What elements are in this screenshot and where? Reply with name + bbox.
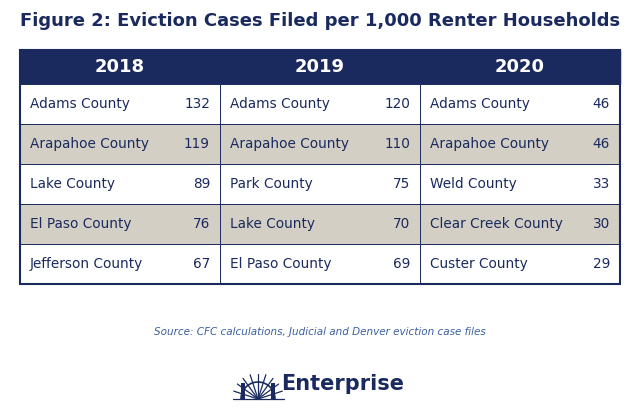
Text: El Paso County: El Paso County — [30, 217, 131, 231]
Text: 67: 67 — [193, 257, 210, 271]
Text: 2020: 2020 — [495, 58, 545, 76]
Bar — [20, 204, 220, 244]
Text: 46: 46 — [593, 97, 610, 111]
Text: Arapahoe County: Arapahoe County — [230, 137, 349, 151]
Bar — [420, 124, 620, 164]
Text: 119: 119 — [184, 137, 210, 151]
Text: Park County: Park County — [230, 177, 313, 191]
Text: 2018: 2018 — [95, 58, 145, 76]
Bar — [271, 383, 275, 399]
Text: 70: 70 — [393, 217, 410, 231]
Text: 46: 46 — [593, 137, 610, 151]
Text: 30: 30 — [593, 217, 610, 231]
Text: Adams County: Adams County — [30, 97, 130, 111]
Text: Figure 2: Eviction Cases Filed per 1,000 Renter Households: Figure 2: Eviction Cases Filed per 1,000… — [20, 12, 620, 30]
Text: 69: 69 — [392, 257, 410, 271]
Text: 89: 89 — [193, 177, 210, 191]
Text: Jefferson County: Jefferson County — [30, 257, 143, 271]
Bar — [420, 50, 620, 84]
Text: Enterprise: Enterprise — [281, 374, 404, 394]
Text: Adams County: Adams County — [430, 97, 530, 111]
Text: El Paso County: El Paso County — [230, 257, 332, 271]
Bar — [220, 50, 420, 84]
Bar — [20, 164, 220, 204]
Text: Adams County: Adams County — [230, 97, 330, 111]
Bar — [220, 124, 420, 164]
Text: 75: 75 — [392, 177, 410, 191]
Text: Custer County: Custer County — [430, 257, 528, 271]
Text: Arapahoe County: Arapahoe County — [430, 137, 549, 151]
Bar — [420, 244, 620, 284]
Text: 110: 110 — [384, 137, 410, 151]
Text: 2019: 2019 — [295, 58, 345, 76]
Text: 33: 33 — [593, 177, 610, 191]
Bar — [220, 204, 420, 244]
Bar — [220, 164, 420, 204]
Bar — [20, 50, 620, 284]
Text: Arapahoe County: Arapahoe County — [30, 137, 149, 151]
Bar — [420, 84, 620, 124]
Bar — [20, 84, 220, 124]
Text: Weld County: Weld County — [430, 177, 516, 191]
Text: Lake County: Lake County — [230, 217, 315, 231]
Text: Clear Creek County: Clear Creek County — [430, 217, 563, 231]
Bar — [420, 204, 620, 244]
Bar — [220, 244, 420, 284]
Bar — [420, 164, 620, 204]
Text: 29: 29 — [593, 257, 610, 271]
Text: Lake County: Lake County — [30, 177, 115, 191]
Bar — [20, 50, 220, 84]
Bar — [20, 124, 220, 164]
Text: 120: 120 — [384, 97, 410, 111]
Bar — [20, 244, 220, 284]
Bar — [241, 383, 245, 399]
Text: 76: 76 — [193, 217, 210, 231]
Text: 132: 132 — [184, 97, 210, 111]
Text: Source: CFC calculations, Judicial and Denver eviction case files: Source: CFC calculations, Judicial and D… — [154, 327, 486, 337]
Bar — [220, 84, 420, 124]
